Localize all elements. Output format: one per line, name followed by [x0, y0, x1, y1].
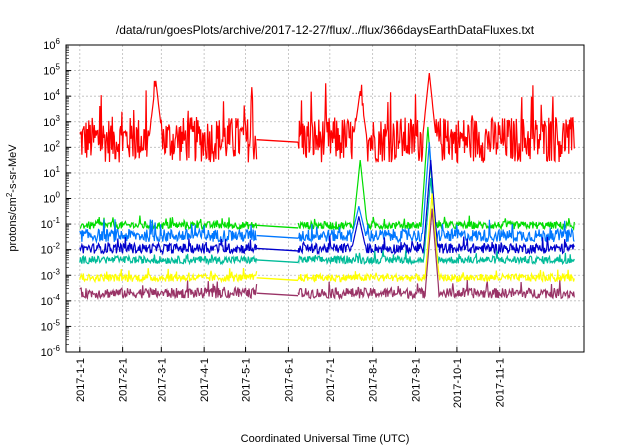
y-tick-label: 105	[43, 63, 60, 78]
y-tick-label: 101	[43, 165, 60, 180]
x-tick-label: 2017-1-1	[75, 358, 87, 402]
x-tick-label: 2017-5-1	[241, 358, 253, 402]
x-tick-label: 2017-3-1	[156, 358, 168, 402]
grid	[66, 44, 584, 353]
gap-connector	[256, 247, 299, 252]
x-tick-label: 2017-4-1	[199, 358, 211, 402]
x-tick-label: 2017-10-1	[452, 358, 464, 408]
y-axis-ticks: 106 105 104 103 102 101 100 10-1 10-2 10-3 10-4 10-…	[41, 37, 71, 359]
y-tick-label: 102	[43, 139, 60, 154]
gap-connector	[256, 292, 299, 297]
series-line	[79, 208, 575, 301]
gap-connector	[256, 277, 299, 282]
y-tick-label: 10-6	[41, 344, 61, 359]
x-tick-label: 2017-11-1	[495, 358, 507, 407]
y-tick-label: 10-3	[41, 267, 61, 282]
gap-connector	[256, 224, 299, 229]
y-tick-label: 10-5	[41, 318, 61, 333]
x-axis-label: Coordinated Universal Time (UTC)	[241, 433, 410, 445]
series-layer	[79, 73, 575, 301]
gap-connector	[256, 138, 299, 143]
x-axis-ticks: 2017-1-1 2017-2-1 2017-3-1 2017-4-1 2017-5-1…	[75, 347, 507, 408]
y-tick-label: 106	[43, 37, 60, 52]
series-line	[79, 73, 575, 165]
y-axis-label: protons/cm2-s-sr-MeV	[5, 144, 19, 252]
series-line	[79, 160, 575, 256]
x-tick-label: 2017-8-1	[368, 358, 380, 402]
x-tick-label: 2017-7-1	[325, 358, 337, 402]
x-tick-label: 2017-6-1	[283, 358, 295, 402]
y-tick-label: 104	[43, 88, 60, 103]
y-tick-label: 10-1	[41, 216, 61, 231]
y-tick-label: 100	[43, 191, 60, 206]
y-tick-label: 10-4	[41, 293, 61, 308]
gap-connector	[256, 259, 299, 264]
y-tick-label: 103	[43, 114, 60, 129]
y-tick-label: 10-2	[41, 242, 61, 257]
plot-frame	[65, 44, 585, 353]
chart-title: /data/run/goesPlots/archive/2017-12-27/f…	[116, 23, 535, 37]
series-line	[79, 193, 575, 284]
x-tick-label: 2017-9-1	[410, 358, 422, 402]
gap-connector	[256, 234, 299, 239]
x-tick-label: 2017-2-1	[118, 358, 130, 402]
